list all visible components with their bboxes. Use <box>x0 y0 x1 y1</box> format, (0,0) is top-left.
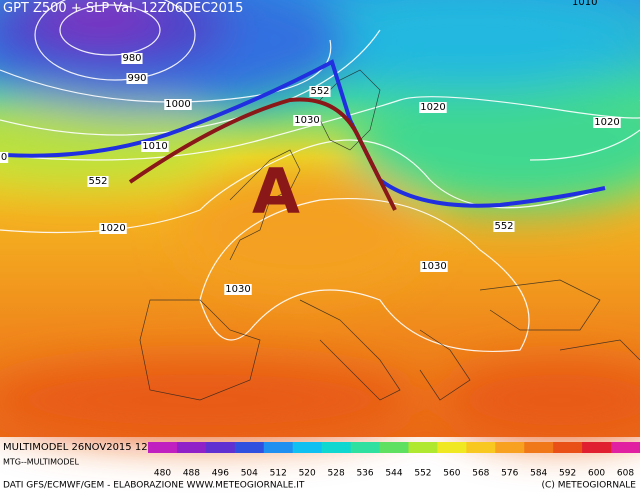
contour-label: 1020 <box>594 117 619 128</box>
footer: MULTIMODEL 26NOV2015 12Z MTG--MULTIMODEL… <box>3 442 640 491</box>
corner-contour-label: 1010 <box>572 0 597 8</box>
colorbar-cell <box>466 442 496 453</box>
contour-label: 1010 <box>142 141 167 152</box>
trough-line <box>4 59 606 208</box>
contour-label: 1000 <box>165 99 190 110</box>
coastlines <box>139 69 640 401</box>
colorbar-label: 600 <box>588 469 605 479</box>
contour-label-box <box>99 223 127 234</box>
colorbar-label: 496 <box>212 469 229 479</box>
colorbar-cell <box>408 442 438 453</box>
map-title: GPT Z500 + SLP Val. 12Z06DEC2015 <box>3 1 243 16</box>
contour-label: 1030 <box>421 261 446 272</box>
colorbar-cell <box>379 442 409 453</box>
colorbar-cell <box>292 442 323 453</box>
colorbar-label: 512 <box>270 469 287 479</box>
colorbar-label: 608 <box>617 469 634 479</box>
contour-label: 1020 <box>420 102 445 113</box>
contour-label: 1030 <box>294 115 319 126</box>
colorbar-cell <box>263 442 294 453</box>
contour-label: 552 <box>88 176 107 187</box>
colorbar-cell <box>234 442 265 453</box>
contour-label-box <box>0 152 9 163</box>
colorbar-cell <box>437 442 467 453</box>
colorbar-label: 488 <box>183 469 200 479</box>
colorbar-label: 480 <box>154 469 171 479</box>
contour-label-box <box>121 53 143 64</box>
contour-label-box <box>419 102 447 113</box>
contour-label-box <box>293 115 321 126</box>
contour-label: 0 <box>1 152 7 163</box>
colorbar-label: 504 <box>241 469 258 479</box>
contour-label-box <box>309 86 331 97</box>
contour-label: 990 <box>127 73 146 84</box>
colorbar-cell <box>148 442 178 453</box>
colorbar-cell <box>553 442 583 453</box>
model-name: MTG--MULTIMODEL <box>3 458 80 467</box>
high-pressure-label: A <box>252 155 300 228</box>
colorbar-label: 576 <box>501 469 518 479</box>
colorbar-cell <box>495 442 525 453</box>
contour-label: 1020 <box>100 223 125 234</box>
colorbar-label: 520 <box>299 469 316 479</box>
contour-label-box <box>493 221 515 232</box>
contour-label-box <box>164 99 192 110</box>
map: A 980 990 1000 1010 552 1020 1030 552 1020 1020 55… <box>0 0 640 440</box>
colorbar-label: 544 <box>385 469 402 479</box>
field-shading <box>0 0 640 440</box>
contour-label: 552 <box>310 86 329 97</box>
contour-labels: 980 990 1000 1010 552 1020 1030 552 1020 1020 552 1… <box>0 53 621 295</box>
colorbar-label: 568 <box>472 469 489 479</box>
contour-label-box <box>87 176 109 187</box>
colorbar-label: 560 <box>443 469 460 479</box>
contour-label: 1030 <box>225 284 250 295</box>
colorbar-cell <box>321 442 352 453</box>
colorbar-label: 528 <box>328 469 345 479</box>
contour-label-box <box>141 141 169 152</box>
colorbar-label: 592 <box>559 469 576 479</box>
colorbar-label: 536 <box>356 469 373 479</box>
credits: DATI GFS/ECMWF/GEM - ELABORAZIONE WWW.ME… <box>3 481 305 491</box>
colorbar-cell <box>582 442 612 453</box>
contour-label-box <box>224 284 252 295</box>
contour-label-box <box>126 73 148 84</box>
colorbar: 480 488 496 504 512 520 528 536 544 552 560 568 576 5… <box>148 442 640 479</box>
contour-label: 980 <box>122 53 141 64</box>
contour-label-box <box>420 261 448 272</box>
copyright: (C) METEOGIORNALE <box>542 481 637 491</box>
colorbar-cell <box>524 442 554 453</box>
colorbar-cell <box>350 442 381 453</box>
colorbar-label: 552 <box>414 469 431 479</box>
colorbar-label: 584 <box>530 469 547 479</box>
ridge-line <box>128 97 397 211</box>
contour-label-box <box>593 117 621 128</box>
model-run: MULTIMODEL 26NOV2015 12Z <box>3 442 155 453</box>
colorbar-cell <box>611 442 640 453</box>
contour-label: 552 <box>494 221 513 232</box>
colorbar-cell <box>205 442 236 453</box>
colorbar-cell <box>176 442 207 453</box>
